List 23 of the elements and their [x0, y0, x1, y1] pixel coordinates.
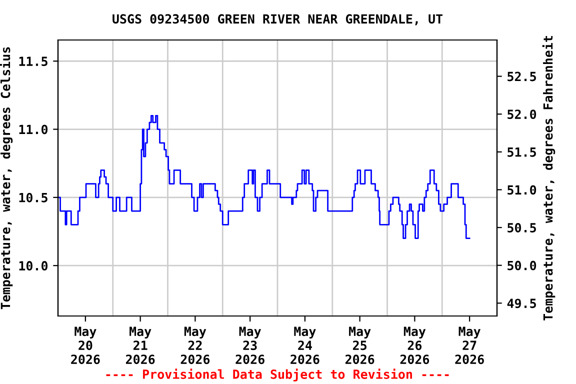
y-tick-label: 10.0 [19, 261, 48, 270]
y2-tick-label: 51.5 [508, 148, 536, 157]
y2-tick-label: 52.0 [508, 110, 536, 120]
y2-tick-label: 52.5 [508, 72, 536, 82]
y-tick-label: 11.0 [19, 124, 48, 134]
y2-tick-label: 50.5 [508, 223, 536, 232]
x-tick-label: May 25 2026 [345, 326, 374, 364]
x-tick-label: May 20 2026 [71, 326, 100, 364]
y2-axis-title: Temperature, water, degrees Fahrenheit [542, 36, 556, 320]
y2-tick-label: 49.5 [507, 298, 536, 308]
x-tick-label: May 23 2026 [236, 326, 264, 364]
y2-tick-label: 51.0 [508, 185, 536, 195]
text: ---- Provisional Data Subject to Revision ---- [106, 368, 449, 382]
y-axis-title: Temperature, water, degrees Celsius [0, 47, 13, 310]
y-tick-label: 10.5 [19, 192, 48, 202]
x-tick-label: May 21 2026 [126, 326, 155, 364]
x-tick-label: May 22 2026 [180, 326, 210, 364]
y2-tick-label: 50.0 [508, 260, 536, 270]
y-tick-label: 11.5 [19, 56, 48, 66]
x-tick-label: May 26 2026 [400, 326, 430, 364]
chart-title: USGS 09234500 GREEN RIVER NEAR GREENDALE, UT [112, 14, 443, 26]
x-tick-label: May 24 2026 [290, 326, 320, 364]
x-tick-label: May 27 2026 [455, 326, 484, 364]
